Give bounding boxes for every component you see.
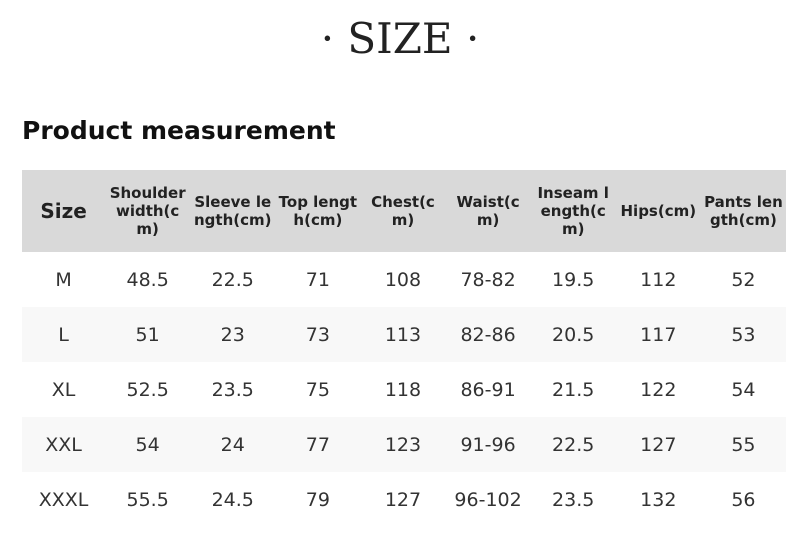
table-cell: XXXL	[38, 488, 89, 511]
column-header: Inseam length(cm)	[530, 170, 616, 252]
size-table: Size Shoulder width(cm) Sleeve length(cm) T…	[22, 170, 786, 527]
table-cell: 96-102	[454, 488, 522, 511]
table-cell: 21.5	[552, 378, 595, 401]
table-cell: 55.5	[126, 488, 169, 511]
table-row: L 51 23 73 113 82-86 20.5 117 53	[22, 307, 786, 362]
table-cell: 79	[305, 488, 330, 511]
table-cell: 52	[731, 268, 756, 291]
table-cell: 71	[305, 268, 330, 291]
column-header: Waist(cm)	[445, 170, 531, 252]
table-cell: 123	[360, 417, 446, 472]
column-header: Sleeve length(cm)	[190, 170, 276, 252]
table-cell: 73	[275, 307, 361, 362]
table-cell: 117	[615, 307, 701, 362]
table-cell: 112	[640, 268, 677, 291]
table-cell: 82-86	[445, 307, 531, 362]
table-cell: L	[22, 307, 106, 362]
column-header: Pants length(cm)	[700, 170, 786, 252]
table-cell: 118	[384, 378, 422, 401]
table-cell: XXL	[22, 417, 106, 472]
table-cell: 22.5	[530, 417, 616, 472]
table-cell: 78-82	[460, 268, 516, 291]
section-heading: Product measurement	[22, 116, 336, 145]
column-header: Top length(cm)	[275, 170, 361, 252]
table-cell: 113	[360, 307, 446, 362]
table-cell: 86-91	[460, 378, 516, 401]
column-header: Shoulder width(cm)	[105, 170, 191, 252]
table-row: M 48.5 22.5 71 108 78-82 19.5 112 52	[22, 252, 786, 307]
table-header-row: Size Shoulder width(cm) Sleeve length(cm) T…	[22, 170, 786, 252]
table-cell: 51	[105, 307, 191, 362]
table-cell: 127	[615, 417, 701, 472]
table-cell: 48.5	[126, 268, 169, 291]
table-cell: 52.5	[126, 378, 169, 401]
table-cell: 23.5	[552, 488, 595, 511]
page-title: · SIZE ·	[320, 14, 480, 63]
table-cell: 22.5	[211, 268, 254, 291]
table-row: XXL 54 24 77 123 91-96 22.5 127 55	[22, 417, 786, 472]
table-cell: 91-96	[445, 417, 531, 472]
table-cell: 53	[700, 307, 786, 362]
column-header: Hips(cm)	[615, 170, 701, 252]
table-cell: 19.5	[552, 268, 595, 291]
table-cell: 54	[731, 378, 756, 401]
table-cell: 54	[105, 417, 191, 472]
table-cell: 24	[190, 417, 276, 472]
table-cell: 77	[275, 417, 361, 472]
table-cell: XL	[51, 378, 76, 401]
table-row: XXXL 55.5 24.5 79 127 96-102 23.5 132 56	[22, 472, 786, 527]
table-cell: 127	[384, 488, 422, 511]
table-cell: 55	[700, 417, 786, 472]
column-header: Size	[22, 170, 106, 252]
table-cell: 23.5	[211, 378, 254, 401]
column-header: Chest(cm)	[360, 170, 446, 252]
table-cell: M	[55, 268, 72, 291]
table-cell: 122	[640, 378, 677, 401]
table-cell: 23	[190, 307, 276, 362]
table-cell: 24.5	[211, 488, 254, 511]
table-cell: 132	[640, 488, 677, 511]
table-cell: 56	[731, 488, 756, 511]
table-row: XL 52.5 23.5 75 118 86-91 21.5 122 54	[22, 362, 786, 417]
table-cell: 20.5	[530, 307, 616, 362]
table-cell: 75	[305, 378, 330, 401]
table-cell: 108	[384, 268, 422, 291]
